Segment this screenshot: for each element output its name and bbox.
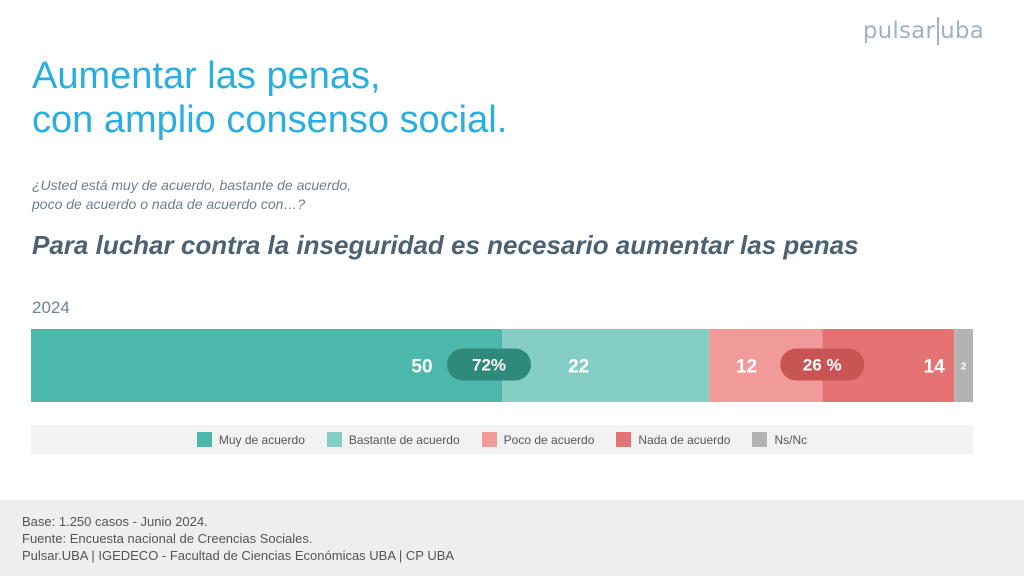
chart-legend: Muy de acuerdo Bastante de acuerdo Poco … — [31, 425, 973, 454]
survey-statement: Para luchar contra la inseguridad es nec… — [32, 230, 859, 260]
legend-item-bastante: Bastante de acuerdo — [326, 432, 460, 447]
footer-source: Fuente: Encuesta nacional de Creencias S… — [22, 531, 313, 546]
legend-swatch-muy — [196, 432, 212, 447]
pulsar-uba-logo: pulsar uba — [863, 16, 984, 46]
question-line-2: poco de acuerdo o nada de acuerdo con…? — [32, 196, 306, 212]
legend-item-nsnc: Ns/Nc — [752, 432, 807, 447]
legend-swatch-nada — [616, 432, 632, 447]
logo-text-right: uba — [940, 18, 984, 44]
bar-value-label-bastante: 22 — [568, 357, 589, 378]
legend-item-muy: Muy de acuerdo — [196, 432, 305, 447]
page-title: Aumentar las penas, con amplio consenso … — [32, 54, 507, 142]
footer-credits: Pulsar.UBA | IGEDECO - Facultad de Cienc… — [22, 548, 455, 563]
aggregate-label-agree: 72% — [472, 356, 506, 375]
bar-value-label-nsnc: 2 — [961, 362, 967, 373]
bar-segment-muy — [31, 329, 502, 402]
footer-text: Base: 1.250 casos - Junio 2024. Fuente: … — [22, 513, 454, 564]
footer-base: Base: 1.250 casos - Junio 2024. — [22, 514, 208, 529]
year-label: 2024 — [32, 298, 70, 317]
bar-value-label-muy: 50 — [411, 357, 432, 378]
legend-label-muy: Muy de acuerdo — [218, 432, 305, 447]
legend-label-bastante: Bastante de acuerdo — [348, 432, 460, 447]
bar-value-label-nada: 14 — [924, 357, 946, 378]
aggregate-label-disagree: 26 % — [803, 356, 842, 375]
legend-swatch-nsnc — [752, 432, 768, 447]
aggregate-pill-agree — [447, 348, 531, 381]
legend-item-nada: Nada de acuerdo — [616, 432, 730, 447]
legend-label-poco: Poco de acuerdo — [503, 432, 595, 447]
bar-value-label-poco: 12 — [736, 357, 757, 378]
survey-question: ¿Usted está muy de acuerdo, bastante de … — [32, 176, 351, 214]
legend-swatch-bastante — [326, 432, 342, 447]
legend-item-poco: Poco de acuerdo — [481, 432, 595, 447]
legend-swatch-poco — [481, 432, 497, 447]
bar-segment-nsnc — [954, 329, 973, 402]
title-line-2: con amplio consenso social. — [32, 99, 508, 141]
stacked-bar-chart: 50 22 12 14 2 72% 26 % — [31, 329, 973, 402]
footer: Base: 1.250 casos - Junio 2024. Fuente: … — [0, 500, 1024, 576]
logo-separator — [937, 17, 940, 45]
legend-label-nada: Nada de acuerdo — [638, 432, 731, 447]
bar-segment-bastante — [502, 329, 710, 402]
question-line-1: ¿Usted está muy de acuerdo, bastante de … — [32, 177, 352, 193]
logo-text-left: pulsar — [862, 18, 936, 44]
title-line-1: Aumentar las penas, — [32, 55, 381, 97]
legend-label-nsnc: Ns/Nc — [774, 432, 808, 447]
aggregate-pill-disagree — [780, 348, 865, 381]
